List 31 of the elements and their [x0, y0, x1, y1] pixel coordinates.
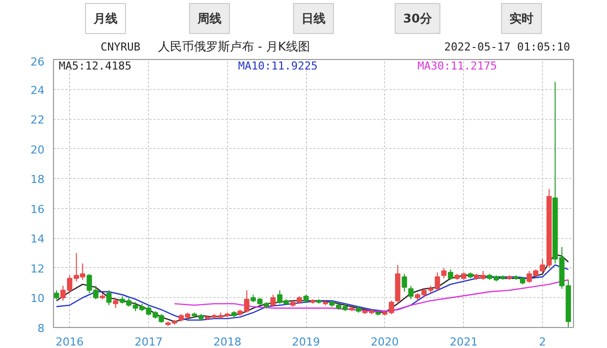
y-tick-label: 10: [30, 292, 45, 306]
y-tick-label: 16: [30, 202, 45, 216]
line-series: [56, 264, 569, 321]
text: 月线: [92, 12, 118, 26]
y-tick-label: 12: [30, 262, 45, 276]
y-tick-label: 8: [38, 322, 44, 335]
y-tick-label: 14: [30, 232, 45, 246]
x-tick-label: 2020: [370, 336, 399, 348]
x-tick-label: 2021: [450, 336, 478, 348]
text: 日线: [302, 12, 326, 26]
x-tick-label: 2019: [292, 336, 320, 348]
x-tick-label: 2016: [56, 336, 84, 348]
y-tick-label: 18: [30, 173, 45, 186]
text: 2022-05-17 01:05:10: [444, 40, 570, 54]
chart-title: 人民币俄罗斯卢布 - 月K线图: [158, 40, 310, 54]
chart-subtitle: CNYRUB: [100, 40, 141, 54]
y-tick-label: 20: [30, 143, 45, 156]
x-tick-label: 2018: [213, 336, 242, 348]
text: MA10:11.9225: [238, 60, 318, 72]
text: 30分: [403, 12, 433, 26]
text: MA30:11.2175: [418, 60, 497, 72]
x-tick-label: 2017: [134, 336, 163, 348]
text: MA5:12.4185: [58, 60, 132, 72]
text: 实时: [510, 12, 534, 26]
y-tick-label: 24: [30, 84, 45, 97]
y-tick-label: 26: [30, 56, 45, 68]
y-tick-label: 22: [30, 114, 45, 127]
x-tick-label: 2: [538, 336, 546, 348]
text: 周线: [196, 12, 222, 26]
line-series: [174, 279, 569, 312]
line-series: [56, 254, 569, 322]
